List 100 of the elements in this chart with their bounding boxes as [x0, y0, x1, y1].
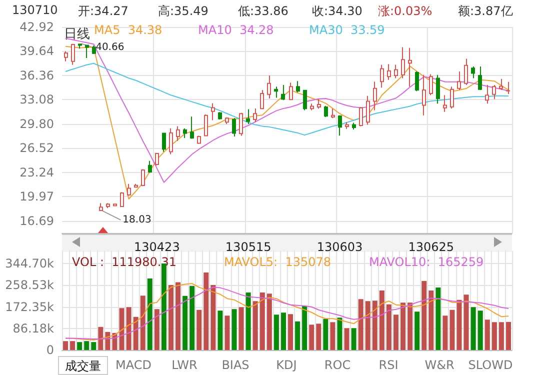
bar [252, 301, 258, 350]
bar [238, 307, 244, 350]
text: 涨:0.03% [378, 3, 432, 20]
text: 高:35.49 [158, 3, 208, 20]
bar [246, 292, 251, 350]
bar [196, 310, 202, 350]
candlestick [296, 80, 300, 93]
bar [478, 310, 483, 350]
x-tick-label: 130423 [134, 240, 180, 254]
candlestick [232, 118, 236, 138]
candlestick [338, 114, 342, 136]
y-tick-label: 19.97 [20, 190, 54, 204]
candlestick [113, 203, 117, 207]
candlestick [436, 74, 440, 104]
bar [498, 322, 504, 350]
x-tick-label: 130515 [225, 240, 272, 254]
text: MA30 33.59 [309, 23, 385, 37]
candlestick [162, 132, 166, 152]
series-label: MA5 34.38 [94, 23, 162, 37]
bar [168, 285, 174, 350]
bar [414, 312, 420, 350]
candlestick [324, 105, 328, 118]
candlestick [169, 128, 173, 155]
bar [91, 342, 96, 350]
candlestick [190, 116, 194, 140]
text: SLOWD [467, 357, 514, 374]
y-tick-label: 16.69 [20, 214, 54, 228]
bar [464, 294, 469, 350]
bar [224, 316, 230, 350]
annotation: 40.66 [96, 42, 124, 54]
candlestick [253, 108, 257, 123]
bar [456, 300, 462, 350]
candlestick [471, 66, 475, 79]
candlestick [289, 82, 293, 101]
bar [204, 272, 209, 350]
y-tick-label: 258.53k [5, 278, 54, 292]
bar [400, 302, 406, 350]
candlestick [176, 126, 180, 142]
bar [492, 322, 497, 350]
annotation: 日线 [64, 27, 90, 42]
text: MAVOL10: 165259 [369, 255, 484, 269]
candlestick [239, 112, 243, 136]
bar [330, 322, 336, 350]
candlestick [310, 103, 314, 111]
candlestick [260, 89, 264, 110]
bar [77, 342, 82, 350]
x-tick-label: 130603 [316, 240, 363, 254]
text: 低:33.86 [238, 3, 288, 20]
text: KDJ [275, 357, 298, 374]
bar [484, 320, 490, 350]
bar [393, 314, 398, 350]
bar [147, 278, 152, 350]
candlestick [366, 95, 370, 126]
candlestick [450, 86, 454, 110]
bar [190, 286, 195, 350]
bar [295, 321, 300, 350]
candlestick [345, 122, 349, 130]
bar [154, 309, 160, 350]
candlestick [148, 160, 152, 174]
y-tick-label: 39.64 [20, 44, 54, 58]
bar [302, 306, 308, 350]
candlestick [71, 44, 75, 66]
text: W&R [424, 357, 456, 374]
candlestick [422, 74, 426, 116]
bar [365, 301, 370, 350]
candlestick [352, 122, 356, 130]
text: MA10 34.28 [198, 23, 274, 37]
bar [436, 288, 441, 350]
candlestick [120, 192, 124, 208]
bar [70, 341, 76, 350]
text: LWR [170, 357, 198, 374]
candlestick [141, 168, 145, 187]
bar [470, 307, 476, 350]
bar [372, 300, 378, 350]
bar [133, 316, 138, 350]
bar [119, 308, 124, 350]
candlestick [99, 202, 103, 212]
candlestick [485, 84, 489, 104]
candlestick [464, 58, 468, 86]
text: 开:34.27 [78, 3, 128, 20]
bar [309, 324, 314, 350]
bar [344, 328, 350, 350]
bar [210, 285, 216, 350]
candlestick [211, 102, 215, 121]
candlestick [85, 44, 89, 59]
y-tick-label: 23.24 [20, 165, 54, 180]
bar [428, 290, 434, 350]
y-tick-label: 29.80 [20, 116, 54, 131]
candlestick [387, 64, 391, 80]
bar [506, 322, 511, 350]
bar [232, 309, 237, 350]
candlestick [197, 135, 201, 144]
bar [84, 341, 90, 350]
candlestick [443, 94, 447, 112]
candlestick [281, 84, 285, 101]
candlestick [246, 108, 250, 124]
candlestick [127, 183, 131, 196]
bar [408, 302, 413, 350]
candlestick [317, 98, 321, 110]
candlestick [274, 86, 278, 98]
